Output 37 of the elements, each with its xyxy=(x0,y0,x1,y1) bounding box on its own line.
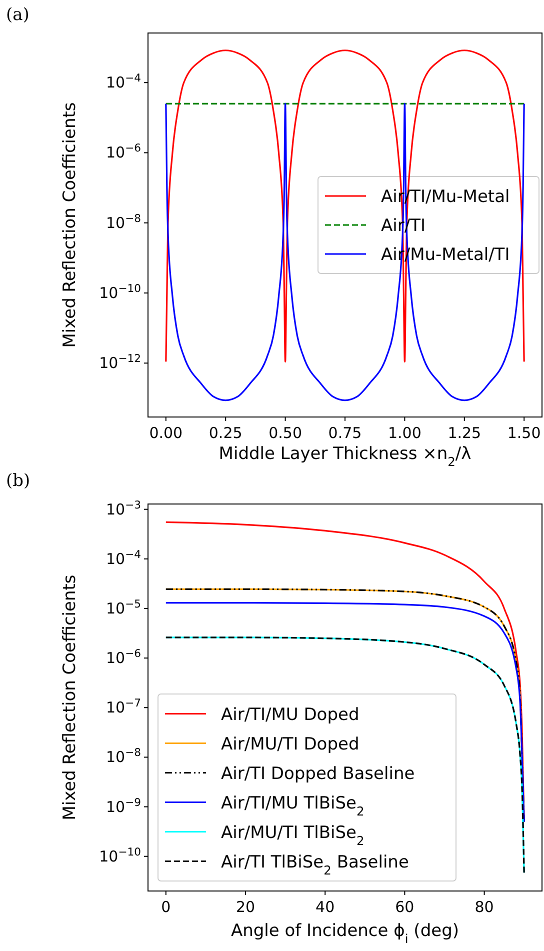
x-tick-label: 40 xyxy=(316,898,335,916)
chart-title: (a) xyxy=(6,5,30,25)
y-tick-label: 10$^{−12}$ xyxy=(99,352,141,372)
legend-label: Air/TI/MU TlBiSe$_{2}$ xyxy=(221,793,364,818)
y-tick-label: 10$^{−8}$ xyxy=(106,211,142,232)
y-tick-label: 10$^{−6}$ xyxy=(106,646,142,668)
y-tick-label: 10$^{−4}$ xyxy=(106,71,142,92)
y-tick-label: 10$^{−5}$ xyxy=(106,596,141,618)
y-tick-label: 10$^{−10}$ xyxy=(99,844,142,866)
chart-title: (b) xyxy=(6,471,30,491)
x-axis-title: Middle Layer Thickness ×n$_{2}$/λ xyxy=(218,444,472,469)
y-tick-label: 10$^{−4}$ xyxy=(106,547,142,568)
x-tick-label: 0.75 xyxy=(328,424,362,442)
x-axis-title: Angle of Incidence ϕ$_{i}$ (deg) xyxy=(230,921,460,946)
x-tick-label: 1.00 xyxy=(388,424,422,442)
x-tick-label: 0 xyxy=(161,898,171,916)
legend-label: Air/MU/TI Doped xyxy=(221,734,360,754)
y-tick-label: 10$^{−7}$ xyxy=(106,696,141,717)
x-tick-label: 1.25 xyxy=(448,424,482,442)
y-tick-label: 10$^{−9}$ xyxy=(106,795,142,816)
x-tick-label: 1.50 xyxy=(507,424,541,442)
x-tick-label: 80 xyxy=(474,898,494,916)
legend-label: Air/TI/MU Doped xyxy=(221,704,360,725)
x-tick-label: 0.25 xyxy=(208,424,242,442)
x-tick-label: 0.50 xyxy=(268,424,302,442)
x-tick-label: 20 xyxy=(236,898,256,916)
legend-label: Air/MU/TI TlBiSe$_{2}$ xyxy=(221,822,364,848)
legend-label: Air/TI Dopped Baseline xyxy=(221,764,415,784)
y-tick-label: 10$^{−8}$ xyxy=(106,746,142,766)
y-tick-label: 10$^{−6}$ xyxy=(106,141,142,162)
y-tick-label: 10$^{−10}$ xyxy=(99,281,142,302)
legend-label: Air/TI TlBiSe$_{2}$ Baseline xyxy=(221,852,409,878)
x-tick-label: 60 xyxy=(395,898,414,916)
x-tick-label: 0.00 xyxy=(149,424,183,442)
y-axis-title: Mixed Reflection Coefficients xyxy=(60,574,80,820)
y-axis-title: Mixed Reflection Coefficients xyxy=(60,102,80,348)
y-tick-label: 10$^{−3}$ xyxy=(106,498,141,518)
